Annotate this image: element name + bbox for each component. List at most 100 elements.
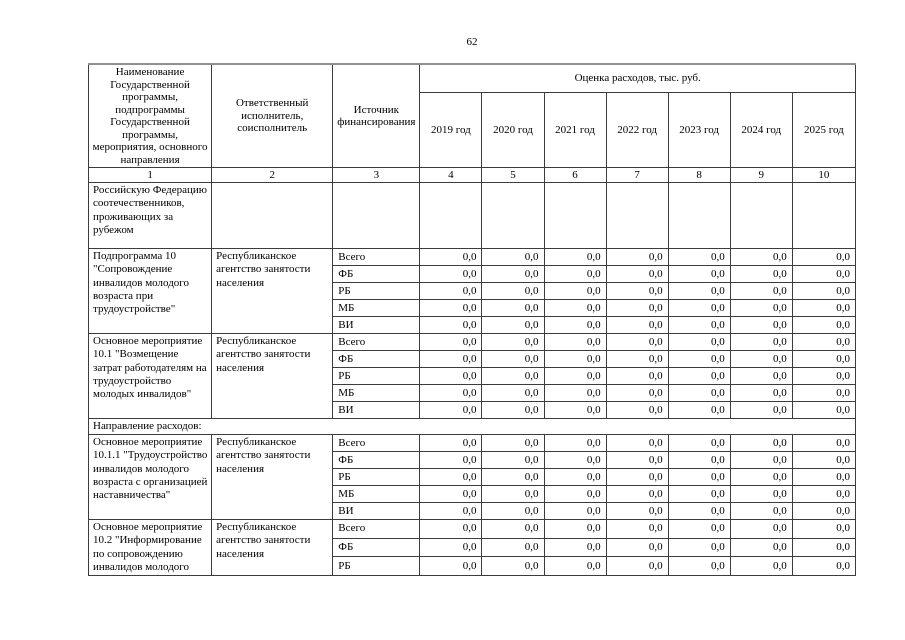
value-cell: 0,0	[605, 299, 669, 317]
value-cell: 0,0	[667, 451, 731, 469]
column-number: 3	[332, 167, 421, 183]
funding-source-cell: Всего	[332, 248, 421, 266]
funding-source-cell: Всего	[332, 434, 421, 452]
value-cell: 0,0	[543, 384, 607, 402]
funding-row: РБ 0,0 0,0 0,0 0,0 0,0 0,0 0,0	[89, 468, 857, 486]
value-cell: 0,0	[481, 556, 545, 577]
page-number: 62	[466, 36, 478, 48]
value-cell: 0,0	[667, 299, 731, 317]
value-cell: 0,0	[481, 367, 545, 385]
value-cell: 0,0	[605, 451, 669, 469]
value-cell: 0,0	[543, 468, 607, 486]
header-year-2022: 2022 год	[605, 92, 669, 168]
value-cell: 0,0	[729, 350, 793, 368]
value-cell: 0,0	[729, 468, 793, 486]
value-cell: 0,0	[605, 468, 669, 486]
value-cell: 0,0	[419, 434, 483, 452]
value-cell: 0,0	[481, 350, 545, 368]
program-name-cell: Подпрограмма 10 "Сопровождение инвалидов…	[87, 248, 213, 334]
value-cell: 0,0	[543, 350, 607, 368]
value-cell: 0,0	[481, 401, 545, 419]
value-cell: 0,0	[419, 502, 483, 520]
value-cell	[481, 182, 545, 249]
value-cell: 0,0	[729, 265, 793, 283]
value-cell: 0,0	[729, 367, 793, 385]
value-cell: 0,0	[667, 367, 731, 385]
funding-row: ФБ 0,0 0,0 0,0 0,0 0,0 0,0 0,0	[89, 537, 857, 558]
funding-row: Основное мероприятие 10.1.1 "Трудоустрой…	[87, 434, 857, 520]
value-cell	[791, 182, 857, 249]
program-name-cell: Основное мероприятие 10.2 "Информировани…	[87, 518, 213, 577]
value-cell: 0,0	[791, 485, 857, 503]
value-cell: 0,0	[667, 316, 731, 334]
value-cell: 0,0	[481, 282, 545, 300]
funding-source-cell: ФБ	[332, 451, 421, 469]
funding-source-cell: РБ	[332, 282, 421, 300]
value-cell	[729, 182, 793, 249]
table-body: Российскую Федерацию соотечественников, …	[87, 182, 857, 577]
value-cell: 0,0	[419, 451, 483, 469]
value-cell: 0,0	[543, 502, 607, 520]
value-cell: 0,0	[605, 248, 669, 266]
funding-source-cell: МБ	[332, 384, 421, 402]
column-number: 10	[791, 167, 857, 183]
value-cell: 0,0	[667, 485, 731, 503]
value-cell: 0,0	[543, 485, 607, 503]
value-cell: 0,0	[729, 248, 793, 266]
value-cell: 0,0	[729, 333, 793, 351]
value-cell: 0,0	[481, 248, 545, 266]
value-cell: 0,0	[605, 282, 669, 300]
column-number: 1	[87, 167, 213, 183]
budget-estimate-table: Наименование Государственной программы, …	[87, 63, 857, 577]
funding-source-cell: ВИ	[332, 316, 421, 334]
value-cell: 0,0	[667, 519, 731, 539]
value-cell: 0,0	[729, 537, 793, 558]
funding-source-cell: Всего	[332, 333, 421, 351]
value-cell: 0,0	[419, 401, 483, 419]
column-number: 9	[729, 167, 793, 183]
funding-source-cell: РБ	[332, 556, 421, 577]
value-cell: 0,0	[543, 282, 607, 300]
value-cell: 0,0	[543, 333, 607, 351]
program-name-cell: Российскую Федерацию соотечественников, …	[87, 182, 213, 249]
value-cell	[543, 182, 607, 249]
executor-cell: Республиканское агентство занятости насе…	[211, 248, 334, 334]
value-cell: 0,0	[729, 384, 793, 402]
funding-row: РБ 0,0 0,0 0,0 0,0 0,0 0,0 0,0	[89, 282, 857, 300]
funding-source-cell: ВИ	[332, 502, 421, 520]
funding-source-cell: РБ	[332, 468, 421, 486]
value-cell	[605, 182, 669, 249]
continuation-row: Российскую Федерацию соотечественников, …	[87, 182, 857, 249]
value-cell: 0,0	[543, 248, 607, 266]
value-cell: 0,0	[791, 468, 857, 486]
funding-row: Подпрограмма 10 "Сопровождение инвалидов…	[87, 248, 857, 334]
funding-source-cell: ФБ	[332, 265, 421, 283]
value-cell: 0,0	[667, 384, 731, 402]
table-header: Наименование Государственной программы, …	[87, 63, 857, 183]
value-cell: 0,0	[667, 468, 731, 486]
value-cell: 0,0	[419, 265, 483, 283]
value-cell: 0,0	[419, 519, 483, 539]
value-cell: 0,0	[729, 485, 793, 503]
value-cell: 0,0	[667, 248, 731, 266]
executor-cell: Республиканское агентство занятости насе…	[211, 434, 334, 520]
value-cell: 0,0	[791, 350, 857, 368]
value-cell: 0,0	[543, 401, 607, 419]
funding-row: ФБ 0,0 0,0 0,0 0,0 0,0 0,0 0,0	[89, 265, 857, 283]
value-cell: 0,0	[667, 401, 731, 419]
funding-source-cell: РБ	[332, 367, 421, 385]
value-cell: 0,0	[791, 282, 857, 300]
value-cell: 0,0	[543, 299, 607, 317]
value-cell: 0,0	[481, 502, 545, 520]
value-cell: 0,0	[791, 367, 857, 385]
executor-cell	[211, 182, 334, 249]
value-cell: 0,0	[605, 485, 669, 503]
header-year-2021: 2021 год	[543, 92, 607, 168]
value-cell: 0,0	[419, 350, 483, 368]
value-cell: 0,0	[419, 316, 483, 334]
value-cell: 0,0	[419, 367, 483, 385]
header-expenses-title: Оценка расходов, тыс. руб.	[419, 63, 856, 93]
value-cell	[419, 182, 483, 249]
value-cell: 0,0	[791, 299, 857, 317]
